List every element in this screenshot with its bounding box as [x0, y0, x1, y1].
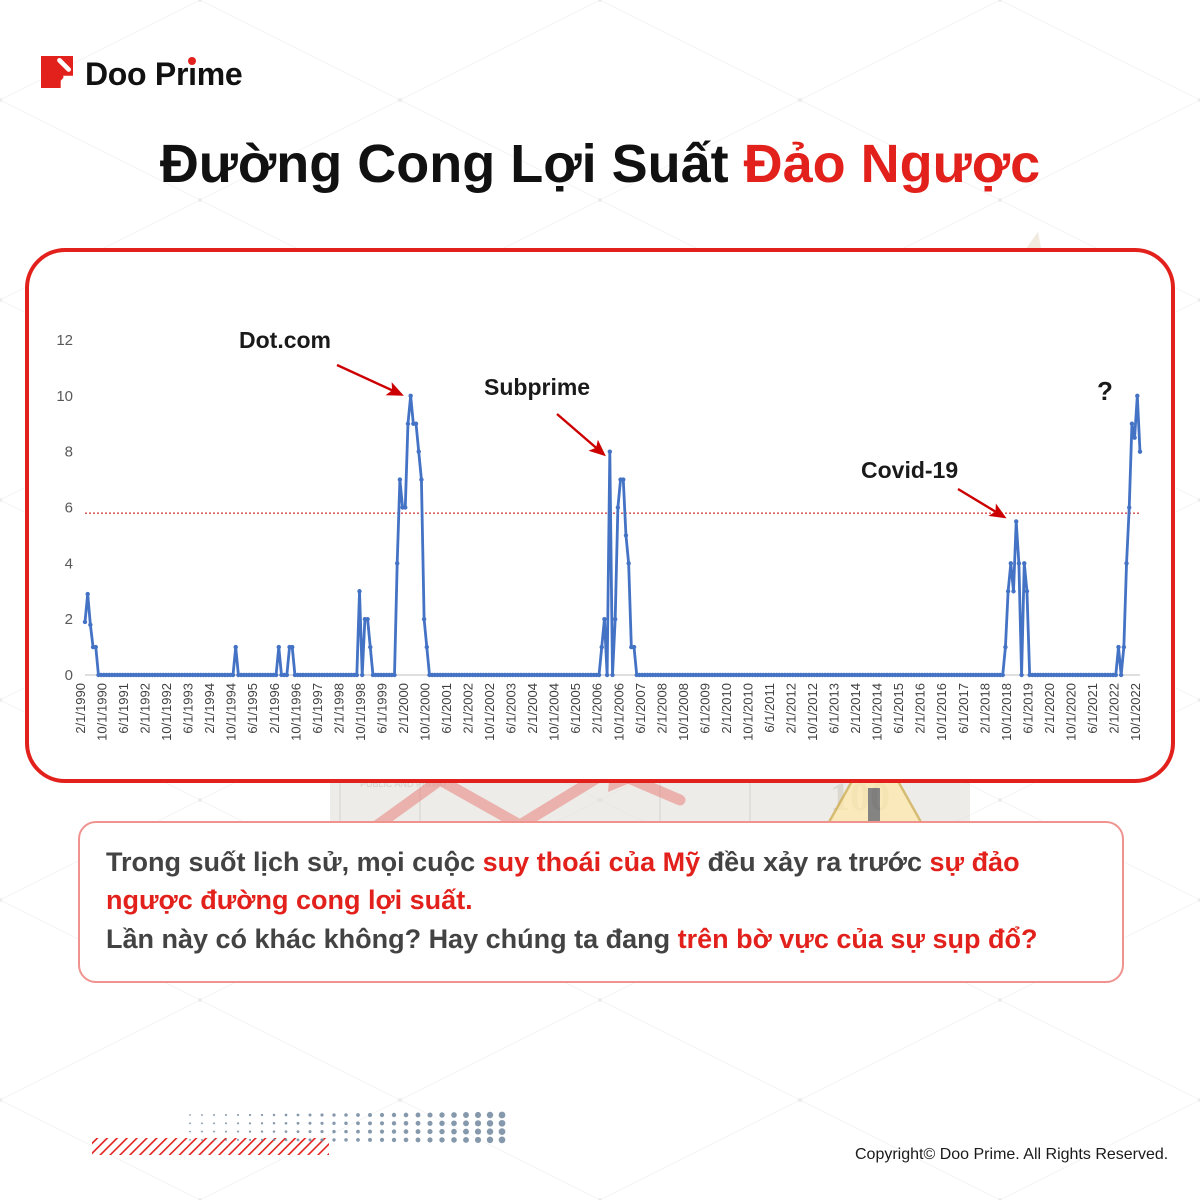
svg-text:?: ? — [1097, 376, 1113, 406]
svg-text:2/1/1990: 2/1/1990 — [73, 683, 88, 734]
svg-text:8: 8 — [65, 444, 73, 461]
svg-text:10/1/2020: 10/1/2020 — [1063, 683, 1078, 741]
svg-text:6/1/2005: 6/1/2005 — [568, 683, 583, 734]
svg-text:6/1/2001: 6/1/2001 — [439, 683, 454, 734]
svg-text:2/1/2014: 2/1/2014 — [848, 683, 863, 734]
svg-text:2/1/2008: 2/1/2008 — [654, 683, 669, 734]
svg-text:6/1/2019: 6/1/2019 — [1020, 683, 1035, 734]
svg-text:6/1/2013: 6/1/2013 — [827, 683, 842, 734]
svg-text:10/1/1992: 10/1/1992 — [159, 683, 174, 741]
svg-text:6/1/1997: 6/1/1997 — [310, 683, 325, 734]
svg-text:10/1/2004: 10/1/2004 — [547, 683, 562, 741]
svg-text:6/1/2021: 6/1/2021 — [1085, 683, 1100, 734]
svg-text:6/1/1995: 6/1/1995 — [245, 683, 260, 734]
svg-text:Covid-19: Covid-19 — [861, 457, 958, 483]
svg-text:Dot.com: Dot.com — [239, 327, 331, 353]
svg-text:Subprime: Subprime — [484, 374, 590, 400]
svg-text:2/1/2000: 2/1/2000 — [396, 683, 411, 734]
svg-text:10/1/2016: 10/1/2016 — [934, 683, 949, 741]
svg-text:0: 0 — [65, 667, 73, 684]
svg-text:2/1/2016: 2/1/2016 — [913, 683, 928, 734]
svg-text:6/1/1999: 6/1/1999 — [374, 683, 389, 734]
svg-text:10/1/2008: 10/1/2008 — [676, 683, 691, 741]
svg-text:10/1/2006: 10/1/2006 — [611, 683, 626, 741]
svg-text:10: 10 — [56, 388, 73, 405]
svg-text:6/1/1993: 6/1/1993 — [181, 683, 196, 734]
svg-text:6/1/1991: 6/1/1991 — [116, 683, 131, 734]
svg-text:2: 2 — [65, 611, 73, 628]
svg-text:4: 4 — [65, 555, 73, 572]
svg-text:10/1/1994: 10/1/1994 — [224, 683, 239, 741]
svg-text:2/1/2012: 2/1/2012 — [784, 683, 799, 734]
svg-text:2/1/2002: 2/1/2002 — [461, 683, 476, 734]
svg-text:2/1/1994: 2/1/1994 — [202, 683, 217, 734]
svg-text:10/1/1998: 10/1/1998 — [353, 683, 368, 741]
svg-text:6/1/2011: 6/1/2011 — [762, 683, 777, 733]
svg-text:2/1/2020: 2/1/2020 — [1042, 683, 1057, 734]
svg-text:10/1/2014: 10/1/2014 — [870, 683, 885, 741]
svg-text:10/1/2010: 10/1/2010 — [740, 683, 755, 741]
svg-text:10/1/1990: 10/1/1990 — [95, 683, 110, 741]
svg-text:2/1/2004: 2/1/2004 — [525, 683, 540, 734]
svg-text:2/1/1998: 2/1/1998 — [331, 683, 346, 734]
svg-text:10/1/2022: 10/1/2022 — [1128, 683, 1143, 741]
svg-text:12: 12 — [56, 332, 73, 349]
svg-text:2/1/1996: 2/1/1996 — [267, 683, 282, 734]
svg-text:2/1/2006: 2/1/2006 — [590, 683, 605, 734]
svg-text:10/1/2012: 10/1/2012 — [805, 683, 820, 741]
svg-text:10/1/2018: 10/1/2018 — [999, 683, 1014, 741]
svg-text:2/1/2022: 2/1/2022 — [1106, 683, 1121, 734]
svg-text:6/1/2017: 6/1/2017 — [956, 683, 971, 734]
svg-text:2/1/2018: 2/1/2018 — [977, 683, 992, 734]
svg-text:10/1/2002: 10/1/2002 — [482, 683, 497, 741]
svg-text:6/1/2009: 6/1/2009 — [697, 683, 712, 734]
svg-text:6: 6 — [65, 500, 73, 517]
svg-text:6/1/2015: 6/1/2015 — [891, 683, 906, 734]
svg-text:2/1/2010: 2/1/2010 — [719, 683, 734, 734]
svg-text:2/1/1992: 2/1/1992 — [138, 683, 153, 734]
svg-text:10/1/2000: 10/1/2000 — [417, 683, 432, 741]
svg-text:6/1/2003: 6/1/2003 — [504, 683, 519, 734]
svg-text:10/1/1996: 10/1/1996 — [288, 683, 303, 741]
svg-text:6/1/2007: 6/1/2007 — [633, 683, 648, 734]
